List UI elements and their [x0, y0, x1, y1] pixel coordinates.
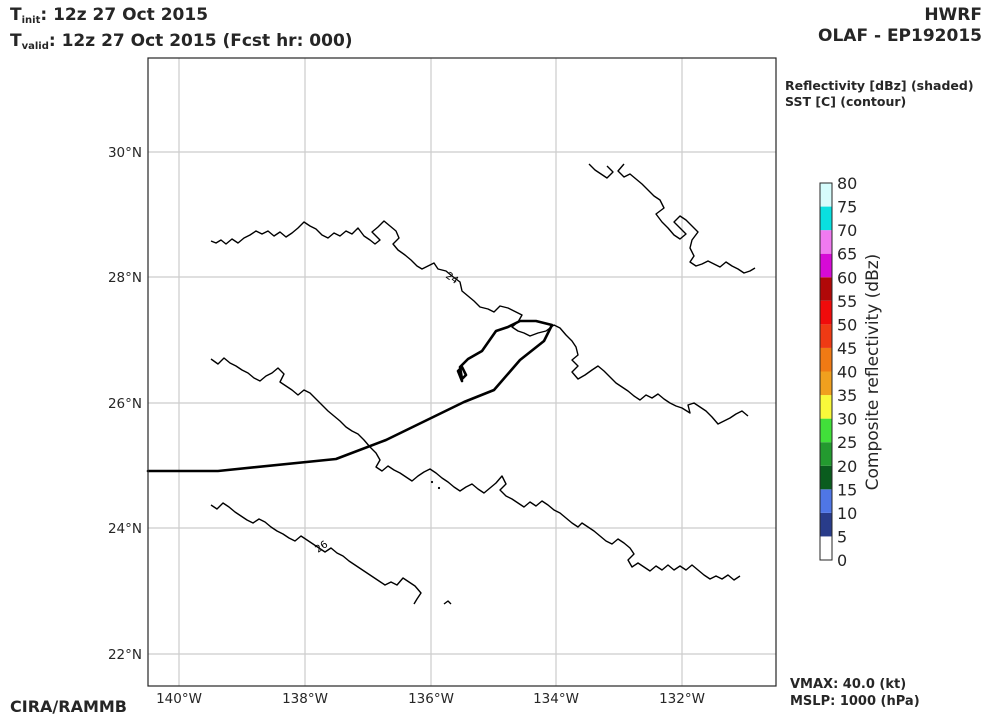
colorbar-segment: [820, 465, 832, 490]
colorbar-segment: [820, 277, 832, 301]
colorbar-segment: [820, 512, 832, 537]
lon-tick-labels: 140°W 138°W 136°W 134°W 132°W: [156, 691, 705, 707]
init-time-label: Tinit: 12z 27 Oct 2015: [10, 5, 209, 26]
colorbar: 0 5 10 15 20 25 30 35 40 45 50 55 60 65 70 75 80: [819, 174, 857, 570]
lon-tick-label: 132°W: [659, 691, 705, 707]
colorbar-segment: [820, 371, 832, 396]
colorbar-segment: [820, 347, 832, 372]
colorbar-frame: [819, 182, 833, 561]
map-gridlines: [148, 58, 776, 686]
colorbar-tick-label: 15: [837, 480, 857, 499]
lon-tick-label: 138°W: [282, 691, 328, 707]
vmax-label: VMAX: 40.0 (kt): [790, 677, 907, 692]
model-name: HWRF: [924, 5, 982, 25]
lat-tick-labels: 30°N 28°N 26°N 24°N 22°N: [108, 145, 142, 663]
colorbar-label: Composite reflectivity (dBz): [863, 254, 883, 491]
colorbar-segment: [820, 253, 832, 278]
sst-contour-north: [210, 220, 749, 425]
colorbar-segment: [820, 324, 832, 348]
colorbar-tick-label: 70: [837, 221, 857, 240]
lat-tick-label: 26°N: [108, 396, 142, 412]
colorbar-tick-label: 75: [837, 198, 857, 217]
lon-tick-label: 136°W: [408, 691, 454, 707]
colorbar-tick-label: 5: [837, 527, 847, 546]
field-legend: Reflectivity [dBz] (shaded) SST [C] (con…: [785, 78, 974, 110]
colorbar-tick-label: 30: [837, 410, 857, 429]
sst-contour-label-26: 26: [313, 539, 330, 555]
colorbar-segment: [820, 489, 832, 513]
sst-contour-label-24: 24: [443, 270, 460, 286]
lat-tick-label: 24°N: [108, 521, 142, 537]
colorbar-tick-label: 0: [837, 551, 847, 570]
colorbar-tick-label: 55: [837, 292, 857, 311]
lat-tick-label: 30°N: [108, 145, 142, 161]
map-frame: [147, 57, 777, 687]
mslp-label: MSLP: 1000 (hPa): [790, 694, 920, 709]
colorbar-tick-label: 60: [837, 268, 857, 287]
lat-tick-label: 22°N: [108, 647, 142, 663]
storm-track: [146, 319, 554, 473]
colorbar-tick-label: 10: [837, 504, 857, 523]
storm-name: OLAF - EP192015: [818, 26, 982, 46]
legend-contour-field: SST [C] (contour): [785, 94, 907, 109]
colorbar-segment: [820, 418, 832, 443]
colorbar-tick-label: 40: [837, 363, 857, 382]
sst-contour-ne: [588, 163, 614, 179]
credit-label: CIRA/RAMMB: [10, 697, 127, 716]
colorbar-tick-label: 20: [837, 457, 857, 476]
sst-contour-south: [210, 357, 741, 581]
colorbar-segment: [820, 395, 832, 419]
colorbar-segment: [820, 536, 832, 560]
colorbar-tick-label: 80: [837, 174, 857, 193]
sst-contour-26: [210, 502, 422, 605]
colorbar-segment: [820, 230, 832, 254]
valid-time-label: Tvalid: 12z 27 Oct 2015 (Fcst hr: 000): [10, 31, 353, 52]
colorbar-segment: [820, 442, 832, 466]
colorbar-tick-label: 25: [837, 433, 857, 452]
sst-contour-dots: [430, 480, 441, 490]
colorbar-tick-label: 50: [837, 315, 857, 334]
colorbar-tick-label: 65: [837, 245, 857, 264]
sst-contours: [210, 163, 756, 605]
colorbar-segment: [820, 183, 832, 207]
lon-tick-label: 134°W: [533, 691, 579, 707]
sst-contour-ne-east: [617, 163, 756, 274]
colorbar-segment: [820, 206, 832, 231]
lat-tick-label: 28°N: [108, 270, 142, 286]
colorbar-segment: [820, 300, 832, 325]
storm-stats: VMAX: 40.0 (kt) MSLP: 1000 (hPa): [790, 676, 920, 710]
colorbar-tick-label: 45: [837, 339, 857, 358]
sst-contour-fragment: [443, 600, 452, 605]
legend-shaded-field: Reflectivity [dBz] (shaded): [785, 78, 974, 93]
colorbar-tick-label: 35: [837, 386, 857, 405]
lon-tick-label: 140°W: [156, 691, 202, 707]
